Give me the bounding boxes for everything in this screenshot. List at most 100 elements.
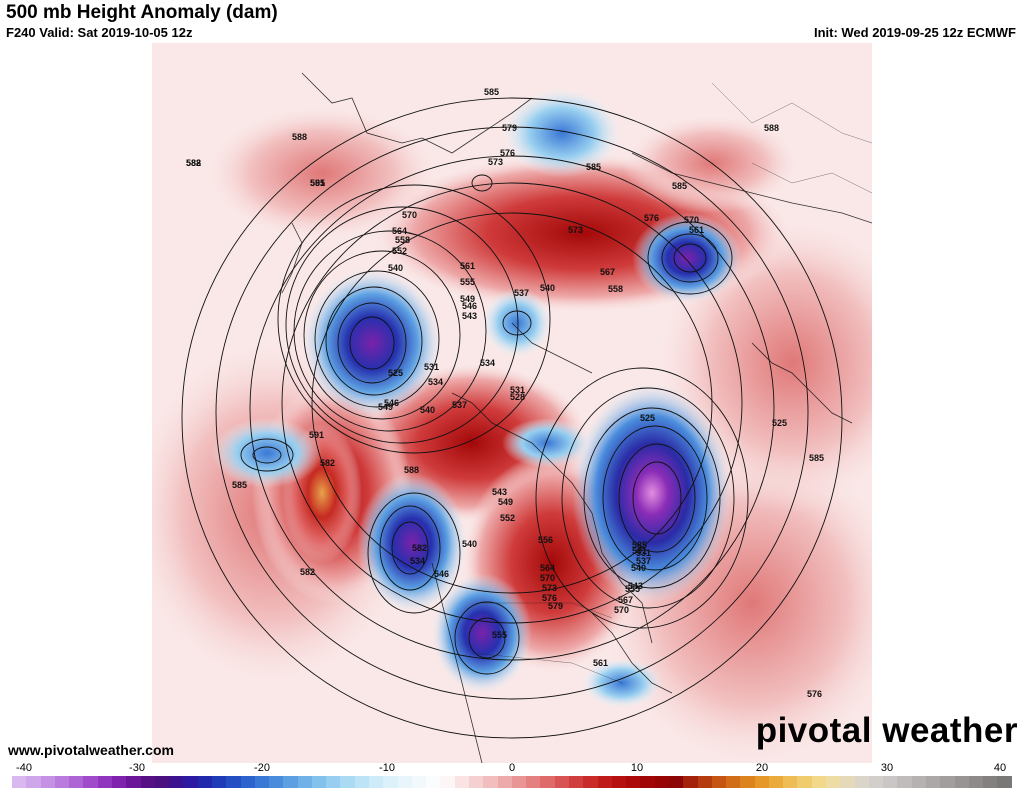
colorbar-swatch xyxy=(826,776,841,788)
contour-label: 555 xyxy=(492,630,507,640)
colorbar-swatch xyxy=(140,776,155,788)
brand-logo: pivotal weather xyxy=(756,711,1018,751)
contour-label: 576 xyxy=(542,593,557,603)
contour-label: 537 xyxy=(636,556,651,566)
colorbar-tick-label: 30 xyxy=(880,762,894,774)
coastlines xyxy=(281,72,872,763)
anomaly-negative-western-canada xyxy=(357,473,467,613)
colorbar-tick-label: 20 xyxy=(755,762,769,774)
colorbar-swatch xyxy=(454,776,469,788)
init-time: Init: Wed 2019-09-25 12z ECMWF xyxy=(813,25,1016,40)
colorbar-swatch xyxy=(383,776,398,788)
colorbar-swatch xyxy=(711,776,727,788)
colorbar-swatch xyxy=(240,776,255,788)
contour-label: 549 xyxy=(498,497,513,507)
contour-label: 558 xyxy=(608,284,623,294)
anomaly-positive-northwest xyxy=(202,103,442,243)
contour-label: 576 xyxy=(644,213,659,223)
contour-label: 582 xyxy=(412,543,427,553)
colorbar-swatch xyxy=(868,776,884,788)
contour-label: 588 xyxy=(186,158,201,168)
contour-label: 561 xyxy=(460,261,475,271)
contour-label: 546 xyxy=(462,301,477,311)
colorbar-swatch xyxy=(311,776,327,788)
contour-label: 549 xyxy=(460,294,475,304)
colorbar-swatch xyxy=(397,776,412,788)
colorbar-swatch xyxy=(683,776,698,788)
colorbar-swatch xyxy=(768,776,784,788)
contour-label: 540 xyxy=(631,563,646,573)
colorbar-swatch xyxy=(668,776,684,788)
contour-label: 570 xyxy=(540,573,555,583)
contour-label: 576 xyxy=(500,148,515,158)
colorbar-swatch xyxy=(540,776,555,788)
colorbar-swatch xyxy=(283,776,298,788)
colorbar-swatch xyxy=(340,776,355,788)
colorbar-swatch xyxy=(597,776,612,788)
colorbar-swatch xyxy=(940,776,955,788)
colorbar-tick-label: -30 xyxy=(129,762,145,774)
contour-label: 525 xyxy=(640,413,655,423)
colorbar-swatch xyxy=(754,776,769,788)
map-title: 500 mb Height Anomaly (dam) xyxy=(6,2,278,23)
contour-label: 582 xyxy=(186,158,201,168)
colorbar-swatch xyxy=(883,776,898,788)
colorbar-tick-label: -40 xyxy=(16,762,32,774)
contour-label: 561 xyxy=(689,225,704,235)
colorbar-swatch xyxy=(554,776,569,788)
colorbar-swatch xyxy=(483,776,498,788)
colorbar-swatch xyxy=(568,776,584,788)
colorbar-tick-label: 0 xyxy=(508,762,516,774)
anomaly-negative-central-pacific xyxy=(212,418,322,488)
colorbar-swatch xyxy=(369,776,384,788)
contour-label: 579 xyxy=(502,123,517,133)
contour-label: 531 xyxy=(510,385,525,395)
colorbar-tick-label: 40 xyxy=(993,762,1007,774)
colorbar-swatch xyxy=(968,776,984,788)
contour-label: 552 xyxy=(392,246,407,256)
contour-label: 525 xyxy=(388,368,403,378)
anomaly-negative-baffin xyxy=(502,418,592,468)
colorbar-swatch xyxy=(12,776,27,788)
colorbar-swatch xyxy=(983,776,998,788)
contour-label: 556 xyxy=(538,535,553,545)
colorbar-swatch xyxy=(783,776,798,788)
colorbar-swatch xyxy=(797,776,812,788)
valid-time: F240 Valid: Sat 2019-10-05 12z xyxy=(6,25,193,40)
contour-label: 540 xyxy=(388,263,403,273)
colorbar-swatch xyxy=(626,776,641,788)
colorbar-swatch xyxy=(83,776,98,788)
colorbar-swatch xyxy=(611,776,627,788)
colorbar-swatch xyxy=(440,776,455,788)
contour-label: 546 xyxy=(384,398,399,408)
colorbar-swatch xyxy=(54,776,70,788)
contour-label: 549 xyxy=(378,402,393,412)
contour-label: 585 xyxy=(232,480,247,490)
contour-label: 567 xyxy=(618,595,633,605)
colorbar-swatch xyxy=(26,776,41,788)
colorbar-swatch xyxy=(740,776,755,788)
contour-label: 555 xyxy=(625,584,640,594)
anomaly-negative-siberia xyxy=(502,88,622,178)
contour-label: 537 xyxy=(514,288,529,298)
contour-label: 582 xyxy=(320,458,335,468)
colorbar-swatch xyxy=(897,776,912,788)
colorbar-swatch xyxy=(354,776,370,788)
colorbar-swatch xyxy=(726,776,741,788)
contour-label: 564 xyxy=(540,563,555,573)
contour-label: 540 xyxy=(462,539,477,549)
height-contours xyxy=(181,97,843,739)
contour-label: 528 xyxy=(510,392,525,402)
contour-label: 540 xyxy=(540,283,555,293)
colorbar-swatch xyxy=(654,776,669,788)
contour-label: 552 xyxy=(500,513,515,523)
colorbar-swatch xyxy=(297,776,312,788)
contour-label: 543 xyxy=(628,581,643,591)
colorbar-swatch xyxy=(97,776,112,788)
brand-logo-left: pivotal xyxy=(755,711,872,750)
colorbar-swatch xyxy=(254,776,270,788)
contour-label: 555 xyxy=(460,277,475,287)
colorbar-swatch xyxy=(997,776,1012,788)
brand-logo-right: weather xyxy=(882,711,1018,750)
